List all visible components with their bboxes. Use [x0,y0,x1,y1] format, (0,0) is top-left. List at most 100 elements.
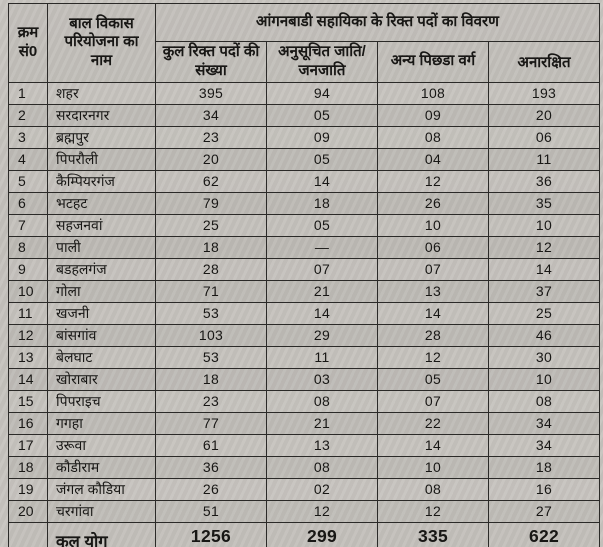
cell-project-name: जंगल कौडिया [47,477,156,501]
cell-obc: 14 [377,433,489,457]
table-row: 4 पिपरौली 20 05 04 11 [8,147,600,171]
cell-project-name: पिपरौली [47,147,156,171]
cell-total-vacant: 20 [155,147,267,171]
cell-total-vacant: 61 [155,433,267,457]
cell-obc: 07 [377,257,489,281]
table-row: 12 बांसगांव 103 29 28 46 [8,323,600,347]
cell-sc-st: 08 [266,389,378,413]
cell-total-vacant: 18 [155,235,267,259]
cell-obc: 06 [377,235,489,259]
cell-sc-st: 02 [266,477,378,501]
cell-sc-st: 14 [266,301,378,325]
cell-unreserved: 06 [488,125,600,149]
cell-unreserved: 193 [488,81,600,105]
cell-project-name: सरदारनगर [47,103,156,127]
table-row: 10 गोला 71 21 13 37 [8,279,600,303]
table-footer: कुल योग 1256 299 335 622 [8,521,600,547]
cell-serial-number: 2 [8,103,48,127]
header-obc: अन्य पिछडा वर्ग [377,41,489,83]
cell-serial-number: 7 [8,213,48,237]
cell-total-vacant: 34 [155,103,267,127]
cell-unreserved: 10 [488,213,600,237]
table-row: 8 पाली 18—06 12 [8,235,600,259]
cell-sc-st: 11 [266,345,378,369]
cell-project-name: पिपराइच [47,389,156,413]
cell-total-vacant: 26 [155,477,267,501]
table-row: 16 गगहा 77 21 22 34 [8,411,600,435]
cell-total-vacant: 62 [155,169,267,193]
cell-obc: 07 [377,389,489,413]
cell-unreserved: 34 [488,433,600,457]
cell-obc: 10 [377,213,489,237]
table-row: 3 ब्रह्मपुर 23 09 08 06 [8,125,600,149]
cell-total-vacant: 395 [155,81,267,105]
cell-project-name: कैम्पियरगंज [47,169,156,193]
cell-total-vacant: 71 [155,279,267,303]
cell-project-name: गगहा [47,411,156,435]
table-header: क्रम सं0 बाल विकास परियोजना का नाम आंगनब… [8,3,600,83]
cell-serial-number: 4 [8,147,48,171]
cell-sc-st: 18 [266,191,378,215]
cell-obc: 22 [377,411,489,435]
cell-obc: 12 [377,169,489,193]
cell-serial-number: 11 [8,301,48,325]
cell-obc: 14 [377,301,489,325]
cell-project-name: बांसगांव [47,323,156,347]
header-total-vacant: कुल रिक्त पदों की संख्या [155,41,267,83]
cell-serial-number: 3 [8,125,48,149]
cell-serial-number: 18 [8,455,48,479]
cell-total-vacant: 28 [155,257,267,281]
cell-obc: 05 [377,367,489,391]
cell-serial-number: 19 [8,477,48,501]
cell-sc-st: 29 [266,323,378,347]
cell-unreserved: 18 [488,455,600,479]
table-body: 1 शहर 395 94 108 193 2 सरदारनगर 34 05 09 20 3 ब्रह्मप… [8,81,600,523]
cell-obc: 12 [377,345,489,369]
cell-unreserved: 14 [488,257,600,281]
cell-total-vacant: 77 [155,411,267,435]
cell-project-name: उरूवा [47,433,156,457]
vacant-posts-table: क्रम सं0 बाल विकास परियोजना का नाम आंगनब… [8,3,600,547]
cell-obc: 09 [377,103,489,127]
cell-obc: 04 [377,147,489,171]
cell-sc-st: — [266,235,378,259]
cell-sc-st: 21 [266,279,378,303]
cell-sc-st: 12 [266,499,378,523]
total-vacant-sum: 1256 [155,521,267,547]
cell-project-name: भटहट [47,191,156,215]
header-serial-number: क्रम सं0 [8,3,48,83]
total-label: कुल योग [47,521,156,547]
cell-unreserved: 27 [488,499,600,523]
cell-sc-st: 13 [266,433,378,457]
cell-serial-number: 16 [8,411,48,435]
cell-obc: 13 [377,279,489,303]
cell-sc-st: 08 [266,455,378,479]
cell-total-vacant: 51 [155,499,267,523]
table-row: 14 खोराबार 18 03 05 10 [8,367,600,391]
cell-obc: 08 [377,125,489,149]
cell-sc-st: 05 [266,103,378,127]
cell-serial-number: 6 [8,191,48,215]
cell-total-vacant: 23 [155,389,267,413]
header-unreserved: अनारक्षित [488,41,600,83]
cell-sc-st: 14 [266,169,378,193]
cell-total-vacant: 36 [155,455,267,479]
cell-unreserved: 30 [488,345,600,369]
cell-serial-number: 5 [8,169,48,193]
cell-project-name: बडहलगंज [47,257,156,281]
cell-serial-number: 10 [8,279,48,303]
cell-serial-number: 20 [8,499,48,523]
cell-obc: 108 [377,81,489,105]
cell-project-name: ब्रह्मपुर [47,125,156,149]
cell-total-vacant: 25 [155,213,267,237]
cell-unreserved: 11 [488,147,600,171]
cell-project-name: सहजनवां [47,213,156,237]
cell-project-name: खजनी [47,301,156,325]
total-obc-sum: 335 [377,521,489,547]
cell-serial-number: 12 [8,323,48,347]
cell-obc: 08 [377,477,489,501]
table-row: 9 बडहलगंज 28 07 07 14 [8,257,600,281]
cell-serial-number: 14 [8,367,48,391]
cell-serial-number: 17 [8,433,48,457]
